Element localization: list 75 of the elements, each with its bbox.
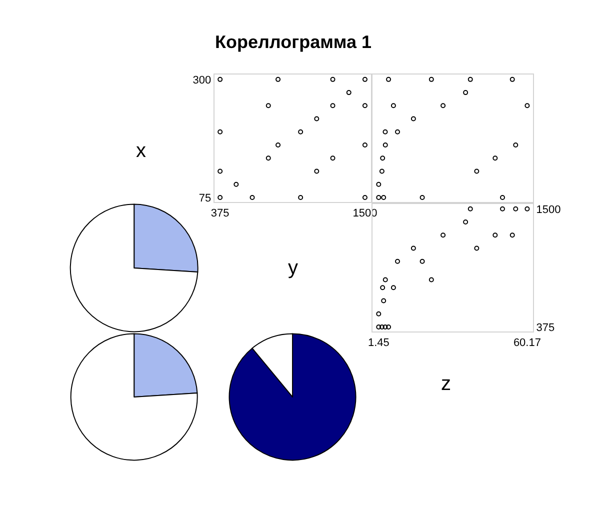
point — [330, 103, 336, 108]
point — [463, 90, 468, 96]
point — [218, 168, 223, 174]
point — [513, 206, 518, 212]
point — [330, 76, 336, 82]
point — [390, 285, 396, 290]
point — [428, 277, 434, 282]
point — [376, 311, 382, 316]
point — [492, 156, 498, 161]
point — [218, 194, 223, 200]
point — [298, 129, 304, 134]
point — [379, 324, 384, 330]
point — [510, 76, 515, 82]
point — [381, 298, 386, 304]
point — [314, 116, 320, 122]
x-tick-label: 60.17 — [513, 336, 541, 349]
point — [379, 168, 384, 174]
point — [218, 129, 223, 134]
point — [362, 76, 368, 82]
text: y — [288, 257, 298, 279]
point — [395, 129, 400, 134]
point — [428, 76, 434, 82]
point — [463, 220, 468, 225]
point — [381, 194, 386, 200]
point — [298, 194, 304, 200]
point — [276, 76, 281, 82]
point — [386, 76, 392, 82]
point — [376, 194, 382, 200]
point — [468, 76, 473, 82]
point — [513, 142, 518, 148]
point — [362, 194, 368, 200]
point — [362, 103, 368, 108]
text: x — [136, 140, 146, 162]
point — [524, 103, 530, 108]
point — [474, 168, 480, 174]
point — [386, 324, 392, 330]
point — [524, 206, 530, 212]
point — [250, 194, 255, 200]
point — [510, 232, 515, 238]
point — [266, 156, 271, 161]
point — [380, 285, 386, 290]
x-tick-label: 1.45 — [368, 336, 390, 349]
point — [346, 90, 352, 96]
y-tick-label: 300 — [192, 74, 212, 86]
point — [266, 103, 271, 108]
point — [440, 232, 446, 238]
point — [218, 76, 223, 82]
point — [395, 258, 400, 264]
point — [468, 206, 473, 212]
y-tick-label: 75 — [198, 192, 212, 204]
point — [420, 258, 425, 264]
point — [382, 324, 388, 330]
point — [362, 142, 368, 148]
point — [382, 142, 388, 148]
point — [440, 103, 446, 108]
point — [492, 232, 498, 238]
text: z — [441, 373, 451, 395]
point — [500, 206, 505, 212]
point — [500, 194, 505, 200]
text: Кореллограмма 1 — [215, 32, 372, 52]
point — [382, 277, 388, 282]
point — [380, 156, 386, 161]
pie-slice — [228, 333, 356, 461]
point — [474, 246, 480, 251]
point — [330, 156, 336, 161]
point — [276, 142, 281, 148]
point — [382, 129, 388, 134]
point — [410, 246, 416, 251]
point — [390, 103, 396, 108]
point — [410, 116, 416, 122]
point — [376, 182, 382, 187]
point — [420, 194, 425, 200]
point — [234, 182, 239, 187]
point — [376, 324, 382, 330]
point — [314, 168, 320, 174]
